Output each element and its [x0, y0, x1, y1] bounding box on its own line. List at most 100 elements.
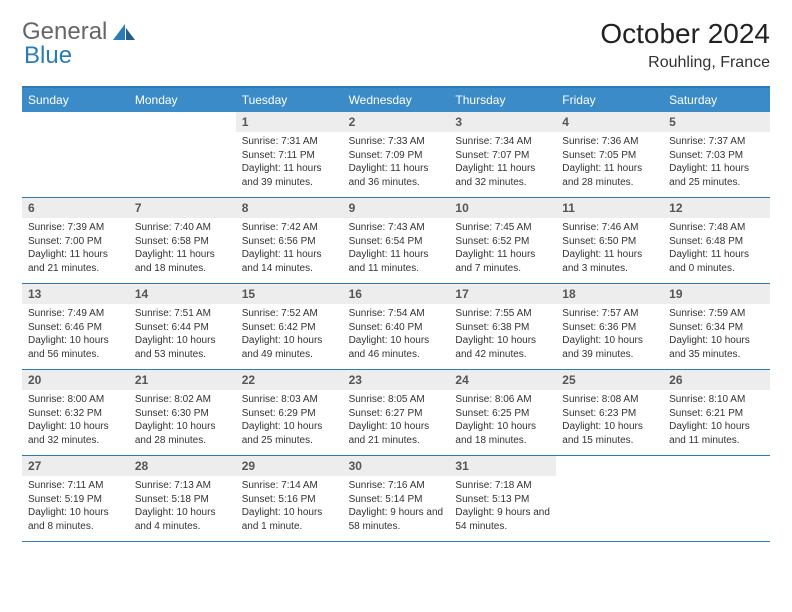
calendar-day: 12Sunrise: 7:48 AMSunset: 6:48 PMDayligh…	[663, 198, 770, 283]
calendar-day: 21Sunrise: 8:02 AMSunset: 6:30 PMDayligh…	[129, 370, 236, 455]
sunrise-text: Sunrise: 8:05 AM	[349, 393, 444, 407]
day-number: 15	[236, 284, 343, 304]
sunset-text: Sunset: 6:40 PM	[349, 321, 444, 335]
daylight-text: Daylight: 9 hours and 54 minutes.	[455, 506, 550, 533]
sunrise-text: Sunrise: 7:51 AM	[135, 307, 230, 321]
day-details: Sunrise: 7:59 AMSunset: 6:34 PMDaylight:…	[663, 304, 770, 369]
daylight-text: Daylight: 10 hours and 28 minutes.	[135, 420, 230, 447]
day-details: Sunrise: 8:10 AMSunset: 6:21 PMDaylight:…	[663, 390, 770, 455]
day-number: 9	[343, 198, 450, 218]
calendar-day: 6Sunrise: 7:39 AMSunset: 7:00 PMDaylight…	[22, 198, 129, 283]
day-details: Sunrise: 8:06 AMSunset: 6:25 PMDaylight:…	[449, 390, 556, 455]
sunset-text: Sunset: 6:44 PM	[135, 321, 230, 335]
calendar-day: ..	[22, 112, 129, 197]
day-number: 16	[343, 284, 450, 304]
calendar-day: 17Sunrise: 7:55 AMSunset: 6:38 PMDayligh…	[449, 284, 556, 369]
sunset-text: Sunset: 6:21 PM	[669, 407, 764, 421]
day-number: 30	[343, 456, 450, 476]
sunrise-text: Sunrise: 8:03 AM	[242, 393, 337, 407]
daylight-text: Daylight: 9 hours and 58 minutes.	[349, 506, 444, 533]
day-number: 8	[236, 198, 343, 218]
day-details: Sunrise: 7:57 AMSunset: 6:36 PMDaylight:…	[556, 304, 663, 369]
daylight-text: Daylight: 11 hours and 7 minutes.	[455, 248, 550, 275]
daylight-text: Daylight: 11 hours and 39 minutes.	[242, 162, 337, 189]
day-of-week-header: Sunday	[22, 88, 129, 112]
sunset-text: Sunset: 7:05 PM	[562, 149, 657, 163]
calendar-day: 13Sunrise: 7:49 AMSunset: 6:46 PMDayligh…	[22, 284, 129, 369]
sunrise-text: Sunrise: 7:31 AM	[242, 135, 337, 149]
day-details: Sunrise: 7:37 AMSunset: 7:03 PMDaylight:…	[663, 132, 770, 197]
day-details: Sunrise: 7:36 AMSunset: 7:05 PMDaylight:…	[556, 132, 663, 197]
day-details: Sunrise: 8:03 AMSunset: 6:29 PMDaylight:…	[236, 390, 343, 455]
calendar-day: 27Sunrise: 7:11 AMSunset: 5:19 PMDayligh…	[22, 456, 129, 541]
location: Rouhling, France	[600, 54, 770, 72]
daylight-text: Daylight: 10 hours and 32 minutes.	[28, 420, 123, 447]
day-details: Sunrise: 8:02 AMSunset: 6:30 PMDaylight:…	[129, 390, 236, 455]
day-number: 25	[556, 370, 663, 390]
sunset-text: Sunset: 6:29 PM	[242, 407, 337, 421]
sunset-text: Sunset: 6:52 PM	[455, 235, 550, 249]
sunrise-text: Sunrise: 8:08 AM	[562, 393, 657, 407]
day-number: 20	[22, 370, 129, 390]
title-block: October 2024 Rouhling, France	[600, 18, 770, 72]
day-of-week-header: Friday	[556, 88, 663, 112]
calendar-day: 20Sunrise: 8:00 AMSunset: 6:32 PMDayligh…	[22, 370, 129, 455]
day-details: Sunrise: 7:42 AMSunset: 6:56 PMDaylight:…	[236, 218, 343, 283]
day-details: Sunrise: 8:08 AMSunset: 6:23 PMDaylight:…	[556, 390, 663, 455]
sunrise-text: Sunrise: 7:59 AM	[669, 307, 764, 321]
sunset-text: Sunset: 6:48 PM	[669, 235, 764, 249]
daylight-text: Daylight: 11 hours and 25 minutes.	[669, 162, 764, 189]
daylight-text: Daylight: 10 hours and 18 minutes.	[455, 420, 550, 447]
sunrise-text: Sunrise: 7:49 AM	[28, 307, 123, 321]
day-details: Sunrise: 8:05 AMSunset: 6:27 PMDaylight:…	[343, 390, 450, 455]
day-details: Sunrise: 7:43 AMSunset: 6:54 PMDaylight:…	[343, 218, 450, 283]
daylight-text: Daylight: 11 hours and 32 minutes.	[455, 162, 550, 189]
day-details: Sunrise: 7:31 AMSunset: 7:11 PMDaylight:…	[236, 132, 343, 197]
day-details: Sunrise: 7:48 AMSunset: 6:48 PMDaylight:…	[663, 218, 770, 283]
calendar-week: 27Sunrise: 7:11 AMSunset: 5:19 PMDayligh…	[22, 456, 770, 542]
sunrise-text: Sunrise: 8:02 AM	[135, 393, 230, 407]
logo-text-blue: Blue	[24, 42, 72, 70]
calendar-day: 31Sunrise: 7:18 AMSunset: 5:13 PMDayligh…	[449, 456, 556, 541]
calendar-day: 8Sunrise: 7:42 AMSunset: 6:56 PMDaylight…	[236, 198, 343, 283]
sunset-text: Sunset: 7:11 PM	[242, 149, 337, 163]
daylight-text: Daylight: 10 hours and 42 minutes.	[455, 334, 550, 361]
sunset-text: Sunset: 7:09 PM	[349, 149, 444, 163]
sunset-text: Sunset: 6:54 PM	[349, 235, 444, 249]
sunrise-text: Sunrise: 8:10 AM	[669, 393, 764, 407]
day-number: 27	[22, 456, 129, 476]
day-details: Sunrise: 7:52 AMSunset: 6:42 PMDaylight:…	[236, 304, 343, 369]
day-number: 31	[449, 456, 556, 476]
day-of-week-header: Tuesday	[236, 88, 343, 112]
sunset-text: Sunset: 6:50 PM	[562, 235, 657, 249]
day-number: 29	[236, 456, 343, 476]
daylight-text: Daylight: 10 hours and 56 minutes.	[28, 334, 123, 361]
calendar-day: 4Sunrise: 7:36 AMSunset: 7:05 PMDaylight…	[556, 112, 663, 197]
day-details: Sunrise: 8:00 AMSunset: 6:32 PMDaylight:…	[22, 390, 129, 455]
calendar-day: 29Sunrise: 7:14 AMSunset: 5:16 PMDayligh…	[236, 456, 343, 541]
sunset-text: Sunset: 5:16 PM	[242, 493, 337, 507]
header: General October 2024 Rouhling, France	[22, 18, 770, 72]
day-number: 12	[663, 198, 770, 218]
sunrise-text: Sunrise: 7:36 AM	[562, 135, 657, 149]
day-details: Sunrise: 7:18 AMSunset: 5:13 PMDaylight:…	[449, 476, 556, 541]
day-of-week-header: Monday	[129, 88, 236, 112]
calendar-week: 13Sunrise: 7:49 AMSunset: 6:46 PMDayligh…	[22, 284, 770, 370]
sunrise-text: Sunrise: 7:48 AM	[669, 221, 764, 235]
day-of-week-header: Wednesday	[343, 88, 450, 112]
day-number: 11	[556, 198, 663, 218]
day-number: 19	[663, 284, 770, 304]
calendar-day: 30Sunrise: 7:16 AMSunset: 5:14 PMDayligh…	[343, 456, 450, 541]
sunset-text: Sunset: 6:23 PM	[562, 407, 657, 421]
sunrise-text: Sunrise: 7:45 AM	[455, 221, 550, 235]
sunset-text: Sunset: 6:32 PM	[28, 407, 123, 421]
daylight-text: Daylight: 11 hours and 28 minutes.	[562, 162, 657, 189]
daylight-text: Daylight: 10 hours and 15 minutes.	[562, 420, 657, 447]
sunset-text: Sunset: 6:36 PM	[562, 321, 657, 335]
day-details: Sunrise: 7:16 AMSunset: 5:14 PMDaylight:…	[343, 476, 450, 541]
daylight-text: Daylight: 10 hours and 46 minutes.	[349, 334, 444, 361]
month-title: October 2024	[600, 18, 770, 50]
sunset-text: Sunset: 6:42 PM	[242, 321, 337, 335]
day-number: 14	[129, 284, 236, 304]
daylight-text: Daylight: 10 hours and 4 minutes.	[135, 506, 230, 533]
